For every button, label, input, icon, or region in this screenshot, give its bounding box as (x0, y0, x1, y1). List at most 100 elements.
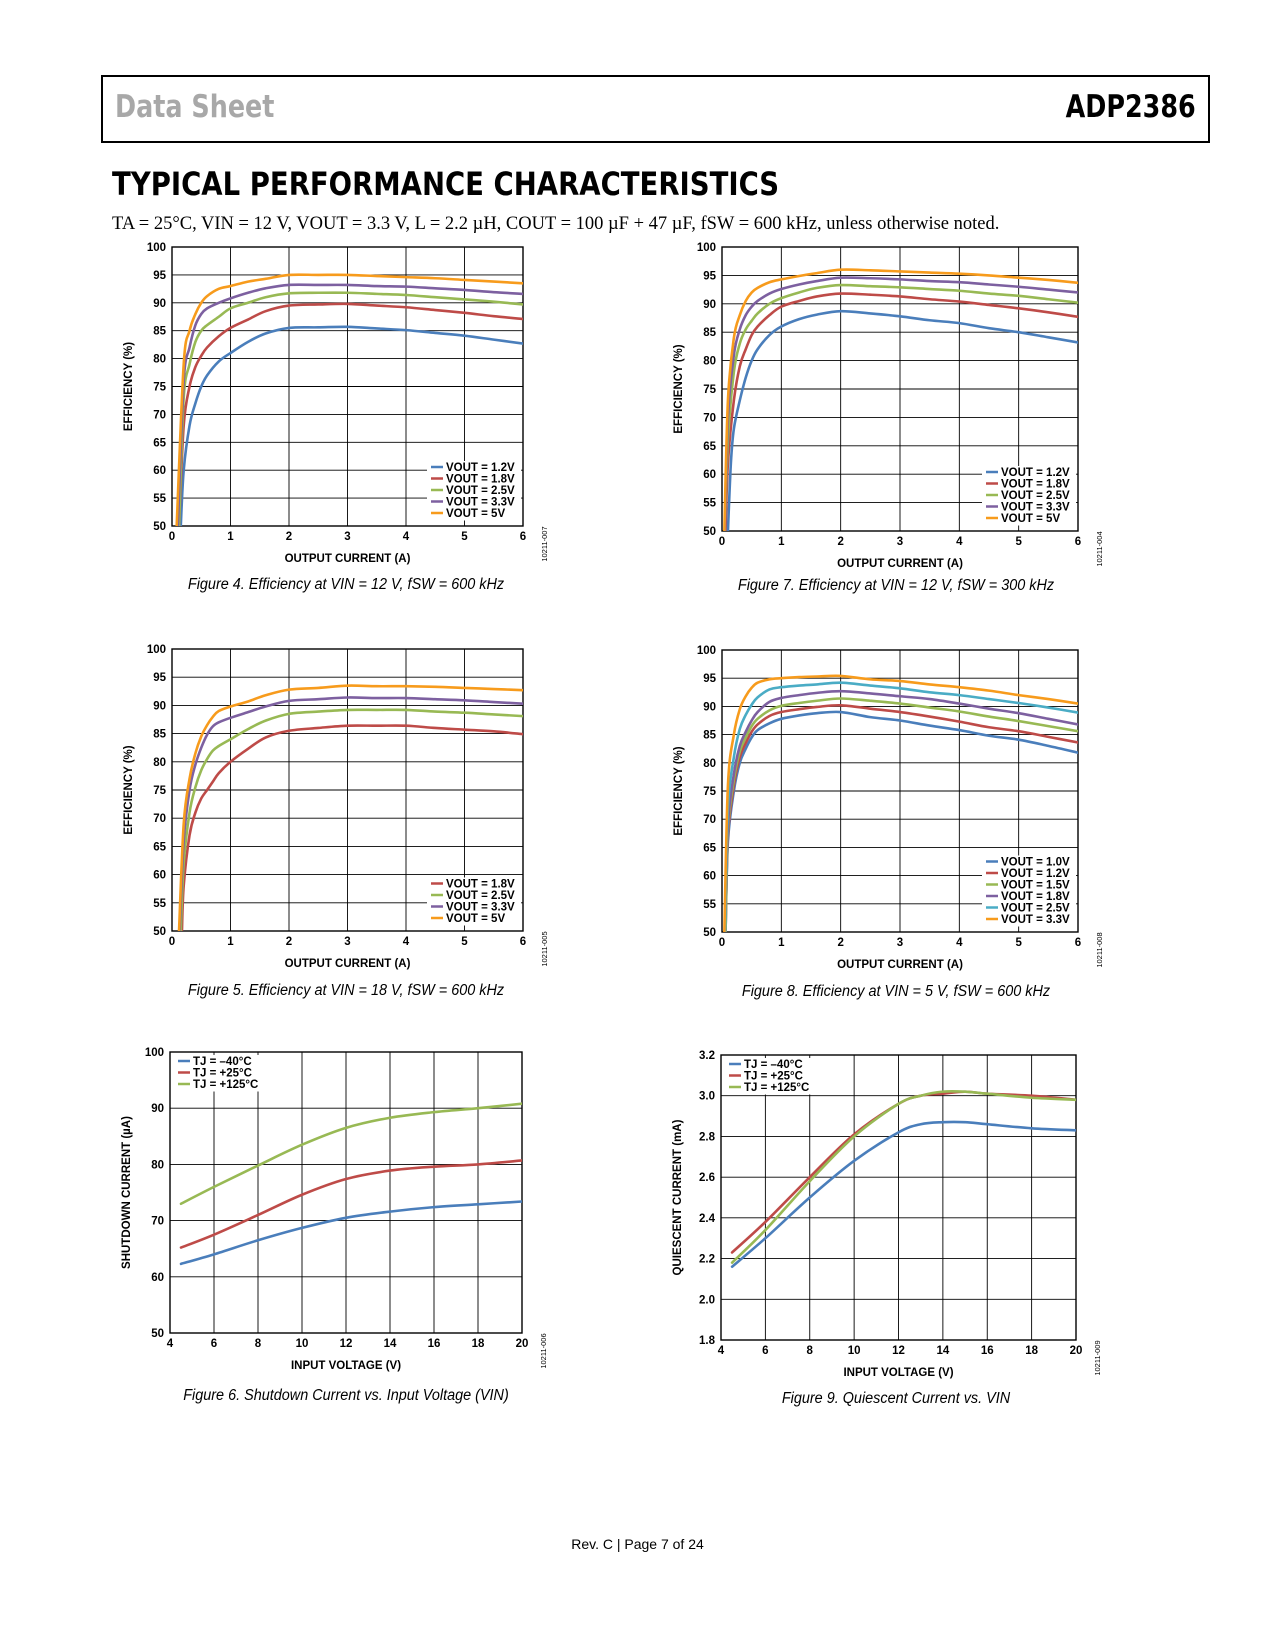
x-tick-label: 1 (227, 936, 234, 948)
series-group (177, 684, 523, 931)
y-tick-label: 65 (153, 841, 166, 853)
x-tick-label: 10 (296, 1338, 309, 1350)
series-line (177, 302, 523, 526)
x-tick-label: 1 (227, 531, 234, 543)
header-part-number: ADP2386 (1065, 89, 1196, 125)
figure-id: 10211-008 (1095, 932, 1104, 967)
x-tick-label: 6 (1075, 536, 1081, 548)
legend-label: TJ = +25°C (193, 1068, 252, 1080)
y-tick-label: 70 (703, 814, 716, 826)
y-tick-label: 65 (703, 842, 716, 854)
y-tick-label: 85 (153, 326, 166, 338)
y-tick-label: 65 (153, 437, 166, 449)
y-tick-label: 80 (703, 758, 716, 770)
y-tick-label: 90 (153, 700, 166, 712)
x-tick-label: 18 (1025, 1345, 1038, 1357)
x-tick-label: 12 (340, 1338, 353, 1350)
x-tick-label: 2 (837, 937, 843, 949)
y-tick-label: 60 (703, 871, 716, 883)
legend-label: VOUT = 5V (446, 913, 505, 925)
x-tick-label: 3 (897, 536, 903, 548)
legend-label: VOUT = 2.5V (1001, 903, 1070, 915)
series-line (723, 674, 1078, 932)
y-tick-label: 90 (151, 1103, 164, 1115)
legend: TJ = –40°CTJ = +25°CTJ = +125°C (725, 1058, 819, 1095)
y-tick-label: 2.6 (699, 1172, 715, 1184)
y-axis-label: EFFICIENCY (%) (673, 344, 685, 433)
y-tick-label: 95 (703, 673, 716, 685)
y-axis-label: EFFICIENCY (%) (673, 746, 685, 835)
x-tick-label: 20 (516, 1338, 529, 1350)
y-tick-label: 75 (153, 785, 166, 797)
legend-label: VOUT = 2.5V (446, 890, 515, 902)
series-group (175, 273, 523, 526)
plot-frame (169, 1051, 523, 1334)
x-tick-label: 16 (981, 1345, 994, 1357)
y-tick-label: 60 (151, 1272, 164, 1284)
y-tick-label: 3.2 (699, 1050, 715, 1062)
series-line (724, 710, 1078, 932)
x-axis-label: OUTPUT CURRENT (A) (837, 558, 963, 570)
y-tick-label: 85 (153, 729, 166, 741)
series-group (723, 268, 1078, 531)
figure-id: 10211-006 (539, 1333, 548, 1368)
legend-label: VOUT = 1.2V (1001, 467, 1070, 479)
x-tick-label: 6 (520, 531, 526, 543)
y-tick-label: 100 (697, 242, 716, 254)
series-line (724, 703, 1078, 932)
figure-id: 10211-009 (1093, 1340, 1102, 1375)
legend-label: VOUT = 3.3V (1001, 914, 1070, 926)
legend-label: VOUT = 1.5V (1001, 880, 1070, 892)
series-line (730, 1090, 1076, 1254)
series-line (178, 696, 523, 931)
series-line (176, 283, 523, 526)
y-axis-label: EFFICIENCY (%) (123, 745, 135, 834)
legend-label: VOUT = 2.5V (1001, 490, 1070, 502)
legend-label: TJ = –40°C (193, 1056, 252, 1068)
figure-id: 10211-004 (1095, 531, 1104, 566)
series-line (175, 273, 523, 526)
caption-fig8: Figure 8. Efficiency at VIN = 5 V, fSW =… (741, 983, 1051, 1000)
x-tick-label: 6 (1075, 937, 1081, 949)
x-tick-label: 4 (956, 937, 963, 949)
y-tick-label: 2.0 (699, 1294, 715, 1306)
plot-frame (721, 649, 1079, 933)
legend-label: VOUT = 3.3V (446, 497, 515, 509)
y-tick-label: 55 (703, 899, 716, 911)
x-tick-label: 1 (778, 536, 785, 548)
y-tick-label: 55 (703, 498, 716, 510)
legend-label: VOUT = 1.2V (446, 462, 515, 474)
legend-background (982, 855, 1076, 927)
caption-fig7: Figure 7. Efficiency at VIN = 12 V, fSW … (737, 577, 1055, 594)
x-tick-label: 10 (848, 1345, 861, 1357)
caption-fig9: Figure 9. Quiescent Current vs. VIN (781, 1390, 1011, 1407)
caption-fig6: Figure 6. Shutdown Current vs. Input Vol… (183, 1387, 509, 1404)
y-tick-label: 95 (153, 270, 166, 282)
y-tick-label: 95 (703, 270, 716, 282)
series-group (730, 1089, 1076, 1269)
y-tick-label: 50 (703, 927, 716, 939)
legend-label: TJ = –40°C (744, 1059, 803, 1071)
caption-fig5: Figure 5. Efficiency at VIN = 18 V, fSW … (187, 982, 505, 999)
series-line (179, 1102, 522, 1206)
y-tick-label: 75 (153, 382, 166, 394)
y-tick-label: 50 (153, 521, 166, 533)
series-group (723, 674, 1078, 932)
series-line (179, 1200, 522, 1266)
x-tick-label: 16 (428, 1338, 441, 1350)
series-line (177, 684, 523, 931)
header-doc-type: Data Sheet (115, 89, 275, 125)
x-tick-label: 3 (344, 936, 350, 948)
y-tick-label: 65 (703, 441, 716, 453)
y-tick-label: 70 (151, 1216, 164, 1228)
series-line (723, 283, 1078, 531)
y-tick-label: 90 (703, 299, 716, 311)
section-title: TYPICAL PERFORMANCE CHARACTERISTICS (112, 165, 780, 203)
series-line (730, 1089, 1076, 1264)
